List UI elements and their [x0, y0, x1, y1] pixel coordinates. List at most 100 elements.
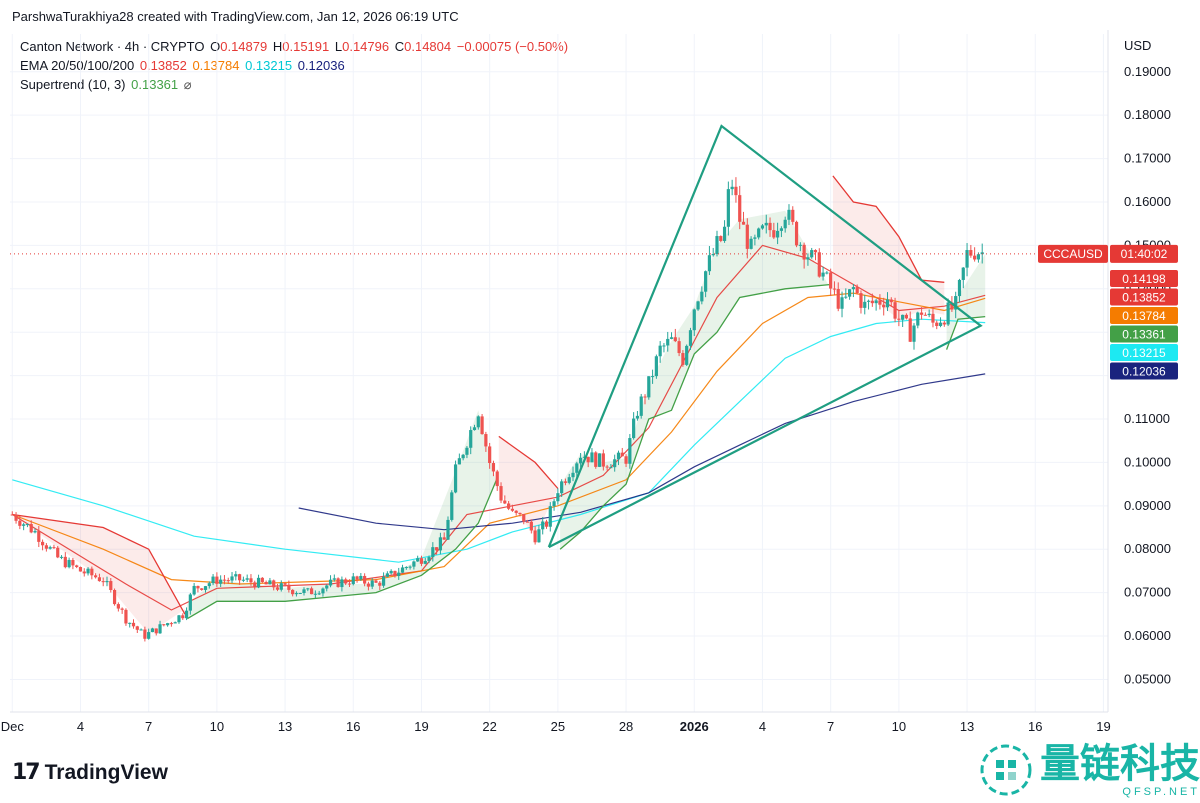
candle-body — [855, 287, 859, 294]
candle-body — [567, 477, 571, 483]
candle-body — [806, 257, 810, 260]
supertrend-visibility-icon[interactable]: ⌀ — [183, 77, 192, 92]
candle-body — [321, 588, 325, 594]
candle-body — [719, 236, 723, 241]
price-tick-label: 0.10000 — [1124, 454, 1171, 469]
candle-body — [488, 446, 492, 464]
price-label-text: 0.13215 — [1122, 346, 1166, 360]
candle-body — [14, 514, 18, 521]
candle-body — [935, 322, 939, 326]
change-value: −0.00075 (−0.50%) — [456, 39, 569, 54]
candle-body — [393, 570, 397, 577]
candle-body — [427, 557, 431, 561]
candle-body — [302, 589, 306, 593]
candle-body — [556, 493, 560, 502]
candle-body — [389, 570, 393, 574]
candle-body — [291, 589, 295, 595]
candle-body — [78, 567, 83, 572]
candle-body — [673, 337, 677, 342]
candle-body — [685, 345, 689, 365]
time-tick-label: 19 — [1096, 719, 1110, 734]
price-tick-label: 0.18000 — [1124, 107, 1171, 122]
currency-label[interactable]: USD — [1124, 38, 1152, 53]
candle-body — [347, 583, 352, 585]
price-tick-label: 0.07000 — [1124, 585, 1171, 600]
price-label-bg — [1110, 344, 1178, 361]
candle-body — [791, 209, 795, 222]
candle-body — [10, 514, 14, 516]
price-badges: CCCAUSD 01:40:02 0.14198 0.13852 0.13784 0.13… — [1038, 244, 1178, 380]
candle-body — [279, 583, 283, 590]
candle-body — [893, 302, 897, 319]
symbol-ohlc-row[interactable]: Canton Network · 4h · CRYPTO O0.14879 H0… — [20, 37, 568, 56]
candle-body — [143, 629, 147, 639]
price-label-bg — [1110, 307, 1178, 324]
time-tick-label: 10 — [892, 719, 906, 734]
candle-body — [173, 622, 177, 624]
candle-body — [878, 300, 882, 305]
time-tick-label: 2026 — [680, 719, 709, 734]
candle-body — [912, 325, 916, 342]
high-value: 0.15191 — [282, 39, 330, 54]
candle-body — [472, 427, 477, 431]
candle-body — [749, 238, 753, 249]
candle-body — [495, 471, 499, 487]
candle-body — [844, 296, 848, 298]
candle-body — [446, 519, 450, 540]
candle-body — [813, 250, 818, 253]
candle-body — [650, 376, 655, 378]
candle-body — [245, 578, 249, 580]
candle-body — [435, 547, 439, 551]
candle-body — [336, 578, 340, 588]
supertrend-row[interactable]: Supertrend (10, 3) 0.13361 ⌀ — [20, 75, 568, 94]
price-tick-label: 0.09000 — [1124, 498, 1171, 513]
price-tick-label: 0.16000 — [1124, 194, 1171, 209]
candle-body — [950, 302, 954, 310]
candle-body — [575, 463, 579, 473]
time-tick-label: 25 — [551, 719, 565, 734]
candle-body — [821, 272, 825, 277]
price-label-bg — [1110, 270, 1178, 287]
candle-body — [344, 579, 348, 584]
candle-body — [408, 566, 412, 568]
candle-body — [90, 568, 94, 576]
candle-body — [450, 492, 454, 520]
candle-body — [851, 287, 855, 290]
candle-body — [942, 322, 946, 325]
supertrend-label[interactable]: Supertrend (10, 3) — [20, 77, 126, 92]
candle-body — [317, 593, 321, 595]
candle-body — [147, 632, 151, 639]
candle-body — [378, 582, 382, 586]
candle-body — [601, 453, 605, 467]
candle-body — [264, 582, 268, 585]
candle-body — [25, 524, 30, 526]
candle-body — [802, 244, 806, 260]
ema-row[interactable]: EMA 20/50/100/200 0.13852 0.13784 0.1321… — [20, 56, 568, 75]
candle-body — [832, 288, 837, 290]
candle-body — [594, 452, 598, 467]
candle-body — [923, 314, 927, 316]
candle-body — [166, 623, 170, 626]
symbol-label[interactable]: Canton Network · 4h · CRYPTO — [20, 39, 205, 54]
candle-body — [44, 545, 48, 549]
candle-body — [688, 330, 693, 346]
candle-body — [211, 576, 215, 584]
candle-body — [374, 580, 378, 583]
candle-body — [563, 481, 568, 483]
price-label-bg — [1110, 288, 1178, 306]
candle-body — [313, 593, 317, 595]
candle-body — [461, 454, 465, 459]
candle-body — [52, 547, 56, 549]
tradingview-logo: 17 TradingView — [12, 760, 168, 785]
candle-body — [533, 530, 537, 543]
candle-body — [552, 501, 556, 507]
candle-body — [586, 456, 590, 463]
candle-body — [541, 521, 545, 530]
ema-label[interactable]: EMA 20/50/100/200 — [20, 58, 135, 73]
candle-body — [863, 301, 867, 308]
supertrend-line — [186, 479, 498, 620]
candle-body — [768, 222, 772, 231]
candle-body — [139, 629, 143, 631]
candle-body — [544, 521, 549, 527]
